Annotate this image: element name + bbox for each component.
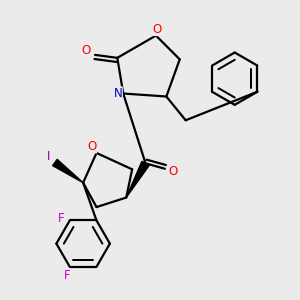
Text: O: O xyxy=(153,22,162,35)
Text: O: O xyxy=(82,44,91,57)
Text: O: O xyxy=(169,165,178,178)
Text: F: F xyxy=(58,212,64,226)
Text: O: O xyxy=(87,140,97,153)
Polygon shape xyxy=(52,159,83,183)
Text: F: F xyxy=(64,268,70,282)
Text: I: I xyxy=(47,150,50,163)
Polygon shape xyxy=(126,161,149,198)
Text: N: N xyxy=(113,87,122,100)
